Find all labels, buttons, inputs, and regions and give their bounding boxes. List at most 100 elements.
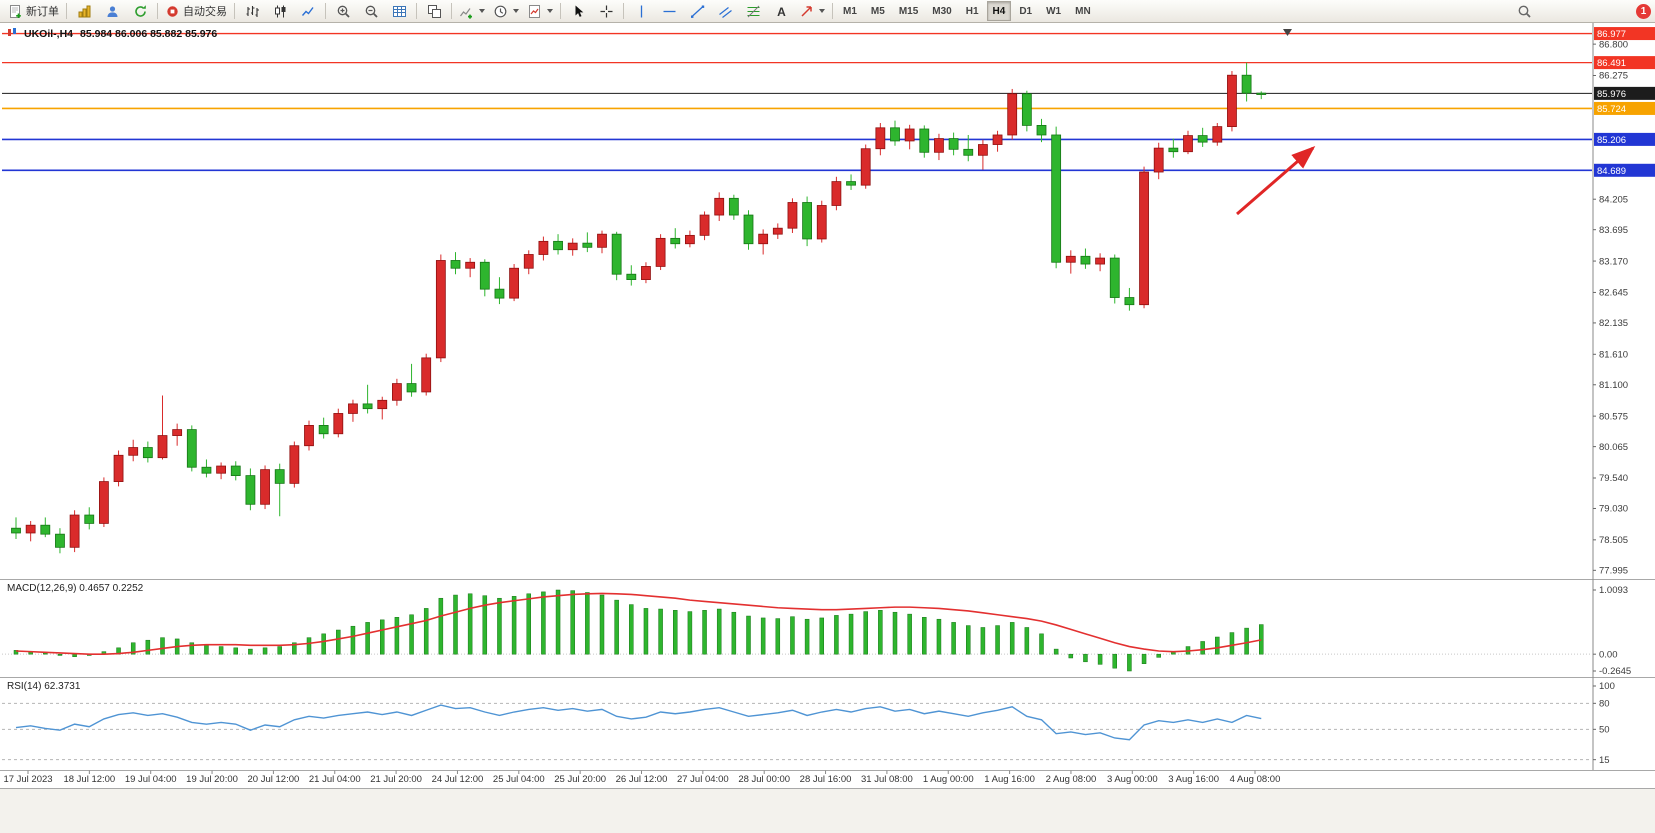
svg-text:3 Aug 00:00: 3 Aug 00:00 [1107,774,1158,785]
grid-button[interactable] [385,0,413,22]
horizontal-line-objects[interactable] [2,32,1592,172]
timeframe-d1[interactable]: D1 [1019,5,1033,17]
symbols-button[interactable] [70,0,98,22]
rsi-indicator-label: RSI(14) 62.3731 [7,681,81,692]
svg-text:A: A [777,5,786,19]
svg-text:79.030: 79.030 [1599,504,1628,515]
chart-ohlc-values: 85.984 86.006 85.882 85.976 [80,28,218,40]
date-axis[interactable]: 17 Jul 2023 18 Jul 12:00 19 Jul 04:00 19 Ju… [3,770,1281,786]
new-order-button[interactable]: 新订单 [4,0,63,22]
svg-text:80: 80 [1599,699,1610,710]
macd-signal-line [15,592,1262,655]
price-badge-label: 85.206 [1597,135,1626,146]
toolbar-right: 1 [1510,0,1651,22]
timeframe-m30[interactable]: M30 [932,5,952,17]
bar-chart-button[interactable] [238,0,266,22]
svg-text:3 Aug 16:00: 3 Aug 16:00 [1168,774,1219,785]
svg-text:2 Aug 08:00: 2 Aug 08:00 [1046,774,1097,785]
refresh-button[interactable] [126,0,154,22]
zoom-out-button[interactable] [357,0,385,22]
svg-text:26 Jul 12:00: 26 Jul 12:00 [616,774,668,785]
arrows-tool-button[interactable] [795,0,829,22]
timeframe-h4[interactable]: H4 [986,1,1012,21]
candlestick-series [11,62,1267,554]
svg-text:79.540: 79.540 [1599,473,1628,484]
svg-text:82.645: 82.645 [1599,288,1628,299]
svg-text:31 Jul 08:00: 31 Jul 08:00 [861,774,913,785]
templates-button[interactable] [523,0,557,22]
svg-text:1 Aug 16:00: 1 Aug 16:00 [984,774,1035,785]
toolbar-separator [560,3,561,19]
price-badge-85.206 [1594,132,1655,146]
macd-histogram [13,589,1264,672]
crosshair-button[interactable] [592,0,620,22]
svg-text:28 Jul 00:00: 28 Jul 00:00 [738,774,790,785]
svg-text:86.275: 86.275 [1599,71,1628,82]
svg-text:84.205: 84.205 [1599,194,1628,205]
zoom-in-button[interactable] [329,0,357,22]
timeframe-w1[interactable]: W1 [1046,5,1062,17]
price-badge-85.724 [1594,101,1655,115]
profiles-button[interactable] [98,0,126,22]
price-badge-86.977 [1594,27,1655,41]
tile-windows-button[interactable] [420,0,448,22]
line-chart-button[interactable] [294,0,322,22]
chevron-down-icon [479,9,485,13]
svg-text:1.0093: 1.0093 [1599,585,1628,596]
window-bottom-strip [0,788,1655,833]
indicators-button[interactable] [455,0,489,22]
cursor-button[interactable] [564,0,592,22]
svg-text:78.505: 78.505 [1599,535,1628,546]
svg-text:4 Aug 08:00: 4 Aug 08:00 [1230,774,1281,785]
svg-text:20 Jul 12:00: 20 Jul 12:00 [248,774,300,785]
trend-arrow[interactable] [1236,146,1316,216]
svg-text:21 Jul 20:00: 21 Jul 20:00 [370,774,422,785]
periods-button[interactable] [489,0,523,22]
svg-text:25 Jul 20:00: 25 Jul 20:00 [554,774,606,785]
price-badge-label: 86.977 [1597,29,1626,40]
trendline-button[interactable] [683,0,711,22]
svg-text:82.135: 82.135 [1599,318,1628,329]
toolbar-buttons: 新订单 自动交易 A M1 M5 M15 M30 H1 H4 D1 W1 MN [4,0,1510,22]
chevron-down-icon [819,9,825,13]
timeframe-h1[interactable]: H1 [965,5,979,17]
svg-text:19 Jul 20:00: 19 Jul 20:00 [186,774,238,785]
equidistant-channel-button[interactable] [711,0,739,22]
svg-text:81.100: 81.100 [1599,380,1628,391]
candlestick-chart-button[interactable] [266,0,294,22]
svg-text:86.800: 86.800 [1599,39,1628,50]
toolbar-separator [325,3,326,19]
timeframe-m1[interactable]: M1 [843,5,857,17]
price-badge-label: 86.491 [1597,58,1626,69]
svg-text:19 Jul 04:00: 19 Jul 04:00 [125,774,177,785]
timeframe-mn[interactable]: MN [1075,5,1091,17]
svg-text:100: 100 [1599,681,1615,692]
svg-text:0.00: 0.00 [1599,649,1618,660]
chart-shift-marker[interactable] [1283,29,1292,36]
main-toolbar: 新订单 自动交易 A M1 M5 M15 M30 H1 H4 D1 W1 MN 1 [0,0,1655,23]
svg-text:15: 15 [1599,755,1610,766]
notification-badge[interactable]: 1 [1636,3,1651,19]
vertical-line-button[interactable] [627,0,655,22]
price-axis[interactable]: 86.800 86.275 84.205 83.695 83.170 82.645 82.1… [1593,39,1628,577]
chevron-down-icon [513,9,519,13]
price-badge-label: 85.724 [1597,104,1626,115]
toolbar-separator [451,3,452,19]
fibonacci-button[interactable] [739,0,767,22]
svg-text:-0.2645: -0.2645 [1599,666,1631,677]
svg-text:28 Jul 16:00: 28 Jul 16:00 [800,774,852,785]
timeframe-m5[interactable]: M5 [870,5,885,17]
price-badge-label: 85.976 [1597,89,1626,100]
svg-text:80.575: 80.575 [1599,411,1628,422]
search-icon[interactable] [1510,0,1538,22]
svg-text:24 Jul 12:00: 24 Jul 12:00 [432,774,484,785]
rsi-panel: 100 80 50 15 [2,681,1615,766]
timeframe-m15[interactable]: M15 [898,5,919,17]
horizontal-line-button[interactable] [655,0,683,22]
symbol-icon [7,27,17,41]
toolbar-separator [623,3,624,19]
text-tool-button[interactable]: A [767,0,795,22]
autotrade-button[interactable]: 自动交易 [161,0,231,22]
